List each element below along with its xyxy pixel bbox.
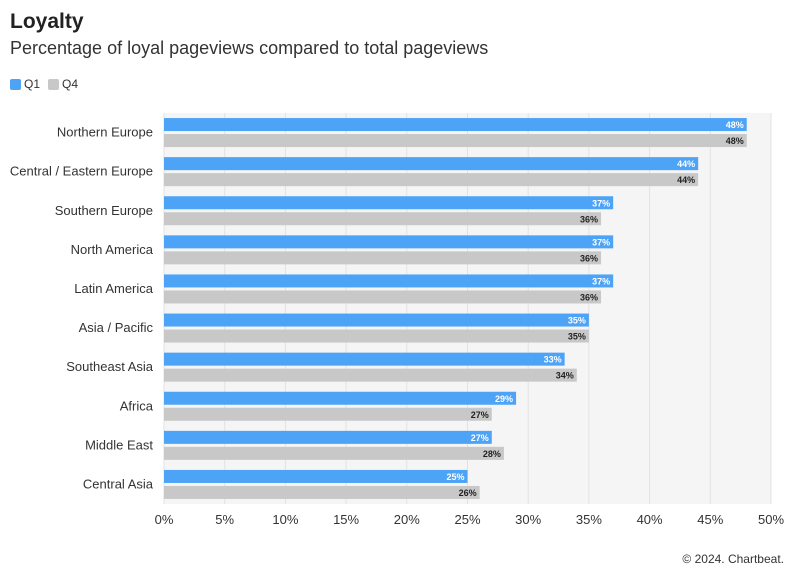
bar-q1 [164, 274, 614, 288]
category-label: Asia / Pacific [79, 320, 154, 335]
category-label: Africa [120, 398, 154, 413]
chart-subtitle: Percentage of loyal pageviews compared t… [10, 38, 489, 58]
data-label: 48% [726, 120, 744, 130]
legend-item-q4[interactable]: Q4 [48, 77, 78, 91]
bar-q4 [164, 407, 492, 421]
category-label: Middle East [85, 437, 153, 452]
legend-swatch-q1 [10, 78, 21, 90]
category-label: North America [71, 242, 154, 257]
data-label: 44% [677, 175, 695, 185]
category-label: Northern Europe [57, 125, 153, 140]
bar-q1 [164, 235, 614, 249]
x-tick-label: 5% [215, 512, 234, 527]
bar-q4 [164, 212, 602, 226]
x-tick-label: 25% [454, 512, 480, 527]
category-label: Central / Eastern Europe [10, 164, 153, 179]
category-label: Central Asia [83, 476, 154, 491]
bar-q1 [164, 157, 699, 171]
data-label: 25% [446, 472, 464, 482]
x-tick-label: 35% [576, 512, 602, 527]
chart-title: Loyalty [10, 10, 84, 33]
bar-q4 [164, 173, 699, 187]
bar-q1 [164, 430, 492, 444]
data-label: 36% [580, 214, 598, 224]
x-tick-label: 10% [272, 512, 298, 527]
data-label: 36% [580, 253, 598, 263]
legend-swatch-q4 [48, 78, 60, 90]
data-label: 27% [471, 410, 489, 420]
data-label: 37% [592, 237, 610, 247]
bar-q4 [164, 251, 602, 265]
data-label: 27% [471, 433, 489, 443]
copyright-footer: © 2024. Chartbeat. [682, 552, 784, 566]
data-label: 33% [544, 355, 562, 365]
bar-q4 [164, 446, 504, 460]
bar-q1 [164, 469, 468, 483]
category-label: Latin America [74, 281, 154, 296]
data-label: 34% [556, 371, 574, 381]
data-label: 37% [592, 276, 610, 286]
x-tick-label: 50% [758, 512, 784, 527]
bar-q1 [164, 352, 565, 366]
bar-q4 [164, 485, 480, 499]
data-label: 35% [568, 332, 586, 342]
data-label: 48% [726, 136, 744, 146]
bar-q1 [164, 196, 614, 210]
data-label: 35% [568, 316, 586, 326]
data-label: 26% [459, 488, 477, 498]
data-label: 44% [677, 159, 695, 169]
data-label: 36% [580, 292, 598, 302]
legend: Q1 Q4 [10, 77, 86, 91]
bar-q1 [164, 313, 589, 327]
bar-q4 [164, 368, 577, 382]
x-tick-label: 40% [637, 512, 663, 527]
category-label: Southern Europe [55, 203, 153, 218]
bar-q1 [164, 391, 517, 405]
legend-item-q1[interactable]: Q1 [10, 77, 40, 91]
bar-q4 [164, 329, 589, 343]
x-tick-label: 30% [515, 512, 541, 527]
x-tick-label: 20% [394, 512, 420, 527]
x-tick-label: 0% [155, 512, 174, 527]
bar-q1 [164, 118, 747, 132]
x-tick-label: 45% [697, 512, 723, 527]
legend-label-q4: Q4 [62, 77, 79, 91]
category-label: Southeast Asia [66, 359, 153, 374]
data-label: 28% [483, 449, 501, 459]
data-label: 29% [495, 394, 513, 404]
legend-label-q1: Q1 [24, 77, 41, 91]
data-label: 37% [592, 198, 610, 208]
bar-q4 [164, 134, 747, 148]
x-tick-label: 15% [333, 512, 359, 527]
bar-q4 [164, 290, 602, 304]
